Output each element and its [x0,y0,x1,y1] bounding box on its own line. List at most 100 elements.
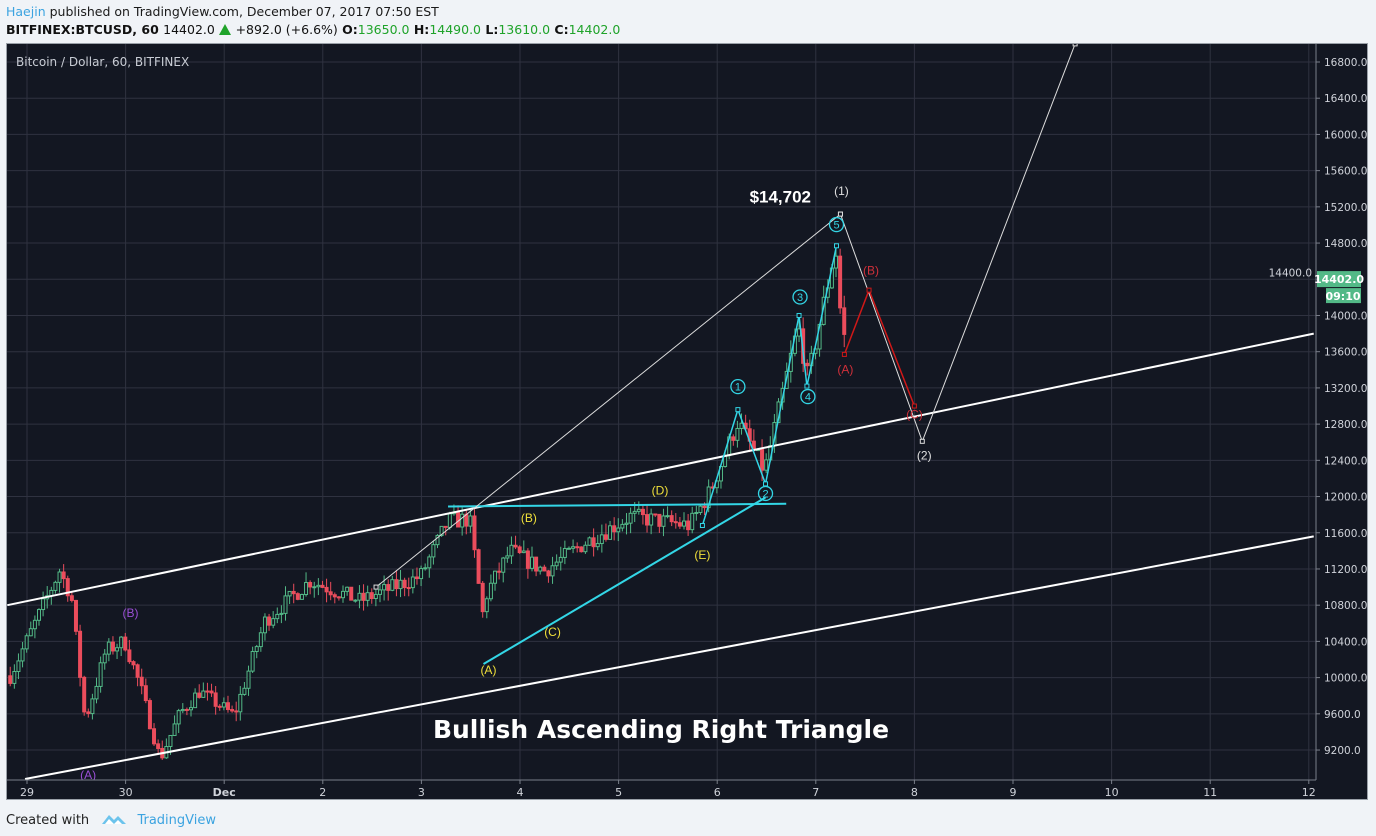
candle-down [267,613,272,631]
candle-body [291,590,296,595]
candle-body [690,512,695,531]
candle-body [591,537,596,548]
candle-body [61,571,66,580]
candle-down [575,542,580,553]
candle-body [24,635,29,650]
wave-label: (B) [123,606,139,620]
candle-up [509,536,514,564]
candle-up [390,575,395,592]
candle-body [673,521,678,524]
candle-body [123,636,128,651]
symbol: BITFINEX:BTCUSD, 60 [6,22,159,37]
candle-down [349,586,354,601]
candle-body [168,734,173,748]
candle-body [78,630,83,678]
candle-down [842,295,847,348]
candle-up [410,569,415,594]
candle-body [505,555,510,559]
candle-down [156,739,161,755]
candle-body [472,515,477,551]
time-tick-label: 9 [1010,786,1017,799]
wave-label: $14,702 [750,187,811,206]
candle-up [57,568,62,593]
price-tick-label: 10400.0 [1324,636,1367,648]
candle-body [246,670,251,689]
candle-body [143,685,148,702]
candle-body [702,505,707,509]
candle-down [135,663,140,687]
candle-body [365,592,370,601]
candle-body [698,505,703,514]
anchor-point [919,438,925,444]
candle-body [86,711,91,715]
candle-down [361,584,366,611]
candle-body [217,705,222,708]
candle-down [230,705,235,713]
candle-down [369,588,374,604]
candle-body [579,546,584,553]
candle-body [65,578,70,597]
price-tick-label: 15200.0 [1324,202,1367,214]
candle-down [525,548,530,579]
publish-info: Haejin published on TradingView.com, Dec… [6,4,439,19]
candle-up [665,506,670,519]
candle-body [304,582,309,596]
tradingview-link[interactable]: TradingView [137,813,216,828]
candle-down [160,740,165,760]
candle-body [295,593,300,600]
candle-up [16,653,21,680]
candle-up [628,507,633,534]
candle-up [20,641,25,668]
candle-up [262,613,267,641]
plot-area: $14,702 (1) 5 (B) (A) (C) (2) 3 4 1 2 (D) (B) (E) (C) (… [7,44,1316,780]
price-tick-label: 14800.0 [1324,238,1367,250]
candle-down [73,599,78,636]
author-link[interactable]: Haejin [6,4,46,19]
candle-body [205,690,210,693]
candle-down [336,596,341,601]
candle-body [645,514,650,526]
candle-body [620,523,625,529]
candle-up [624,513,629,535]
candle-body [402,579,407,589]
wave-label: (2) [917,448,932,462]
countdown-label: 09:10 [1325,290,1360,303]
candle-up [521,540,526,554]
candle-up [172,715,177,736]
candle-body [193,692,198,709]
candle-body [575,546,580,549]
candle-body [423,567,428,570]
candle-down [328,581,333,601]
candle-body [279,612,284,615]
candle-body [546,570,551,577]
candle-body [509,544,514,557]
candle-body [53,581,58,591]
time-tick-label: Dec [213,786,236,799]
countdown-tag [1326,288,1361,304]
candle-up [250,646,255,673]
candle-body [102,653,107,664]
candle-body [612,525,617,533]
candlestick-chart[interactable]: $14,702 (1)5(B)(A)(C)(2)3412(D)(B)(E)(C)(… [7,44,1367,799]
candle-up [119,635,124,657]
candle-body [73,599,78,632]
candle-up [595,534,600,551]
candle-body [127,649,132,663]
candle-down [534,556,539,577]
open-label: O: [342,22,358,37]
wave-label: 1 [735,382,741,394]
candle-body [349,586,354,601]
candle-body [316,584,321,588]
candle-body [640,508,645,516]
candle-up [764,453,769,474]
candle-body [842,307,847,335]
candle-body [287,590,292,597]
chart-area[interactable]: $14,702 (1) 5 (B) (A) (C) (2) 3 4 1 2 (D) (B) (E) (C)(… [6,43,1368,800]
candle-up [735,420,740,448]
wave-label: (A) [480,663,496,677]
candle-up [365,585,370,607]
candle-down [640,505,645,525]
candle-down [513,535,518,550]
candle-down [143,678,148,704]
candle-body [419,568,424,580]
